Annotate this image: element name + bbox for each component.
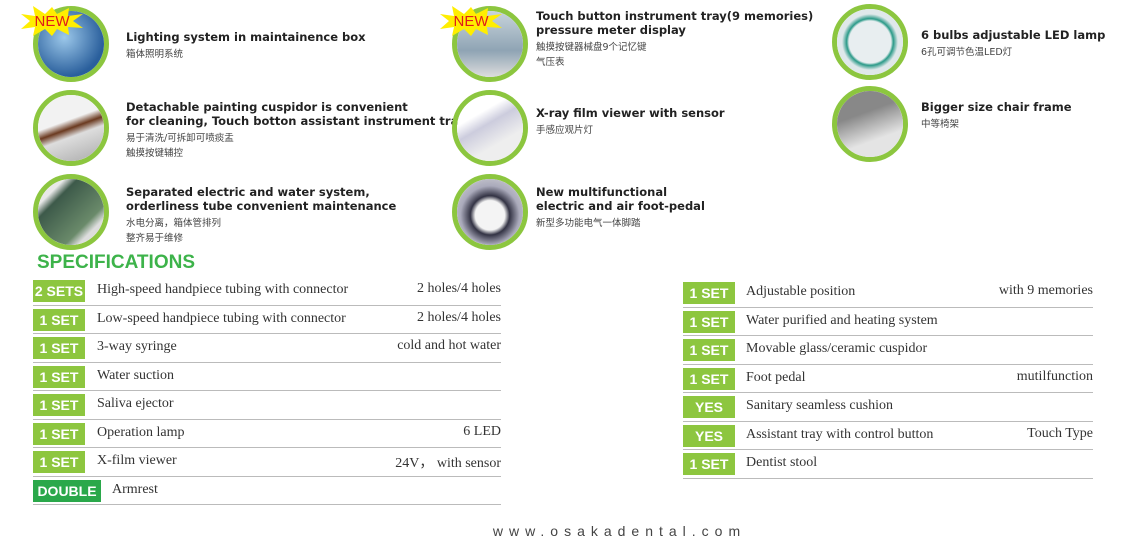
feature-text: Touch button instrument tray(9 memories)… [536,9,813,70]
spec-item: X-film viewer [97,453,177,468]
spec-value: 2 holes/4 holes [417,281,501,296]
spec-row: 1 SET Adjustable position with 9 memorie… [683,279,1093,308]
qty-badge: YES [683,424,735,447]
feature-title: Lighting system in maintainence box [126,30,366,44]
spec-item: Sanitary seamless cushion [746,398,893,413]
spec-row: 2 SETS High-speed handpiece tubing with … [33,277,501,306]
chair-frame-photo [832,86,908,162]
spec-row: 1 SET Water suction [33,363,501,391]
qty-badge: 1 SET [683,453,735,475]
feature-title: Bigger size chair frame [921,100,1072,114]
qty-badge: 1 SET [33,365,85,388]
qty-badge: YES [683,396,735,418]
feature-chinese: 触摸按键器械盘9个记忆键 气压表 [536,42,647,68]
spec-item: Armrest [112,481,158,497]
spec-item: Dentist stool [746,455,818,470]
feature-title: 6 bulbs adjustable LED lamp [921,28,1106,42]
specifications-title: SPECIFICATIONS [37,252,195,273]
feature-chinese: 手感应观片灯 [536,125,594,136]
spec-item: Operation lamp [97,424,185,440]
spec-item: Foot pedal [746,369,806,385]
feature-chinese: 箱体照明系统 [126,49,184,60]
spec-value: 2 holes/4 holes [417,309,501,325]
right-spec-table: 1 SET Adjustable position with 9 memorie… [683,279,1093,479]
qty-badge: 1 SET [683,310,735,333]
spec-row: 1 SET Low-speed handpiece tubing with co… [33,306,501,334]
feature-text: Detachable painting cuspidor is convenie… [126,100,466,161]
spec-value: cold and hot water [397,338,501,353]
qty-badge: DOUBLE [33,479,101,502]
feature-text: X-ray film viewer with sensor 手感应观片灯 [536,106,725,138]
feature-title: Separated electric and water system, ord… [126,185,397,213]
starburst-icon [440,6,502,36]
feature-title: Touch button instrument tray(9 memories)… [536,9,814,37]
feature-text: Lighting system in maintainence box 箱体照明系… [126,30,366,62]
spec-item: High-speed handpiece tubing with connect… [97,282,349,297]
spec-item: 3-way syringe [97,339,177,354]
spec-row: 1 SET Operation lamp 6 LED [33,420,501,448]
spec-row: DOUBLE Armrest [33,477,501,505]
qty-badge: 1 SET [33,337,85,359]
feature-text: Bigger size chair frame 中等椅架 [921,100,1072,132]
spec-item: Saliva ejector [97,396,174,411]
spec-row: YES Sanitary seamless cushion [683,393,1093,422]
spec-item: Water purified and heating system [746,312,938,328]
qty-badge: 1 SET [683,339,735,361]
spec-item: Adjustable position [746,284,856,299]
qty-badge: 1 SET [33,394,85,416]
spec-item: Assistant tray with control button [746,426,934,442]
spec-row: 1 SET Foot pedal mutilfunction [683,365,1093,393]
spec-value: Touch Type [1027,425,1093,441]
spec-item: Water suction [97,367,175,383]
spec-row: 1 SET Movable glass/ceramic cuspidor [683,336,1093,365]
feature-text: New multifunctional electric and air foo… [536,185,705,231]
new-badge: NEW [21,6,83,36]
qty-badge: 2 SETS [33,280,85,302]
feature-chinese: 新型多功能电气一体脚踏 [536,218,641,229]
water-system-photo [33,174,109,250]
feature-chinese: 易于清洗/可拆卸可喷痰盂 触摸按键辅控 [126,133,234,159]
spec-value: 6 LED [463,423,501,439]
feature-text: Separated electric and water system, ord… [126,185,396,246]
left-spec-table: 2 SETS High-speed handpiece tubing with … [33,277,501,505]
spec-value: mutilfunction [1016,368,1093,384]
spec-row: 1 SET 3-way syringe cold and hot water [33,334,501,363]
film-viewer-photo [452,90,528,166]
spec-row: YES Assistant tray with control button T… [683,422,1093,450]
spec-row: 1 SET Dentist stool [683,450,1093,479]
qty-badge: 1 SET [683,282,735,304]
foot-pedal-photo [452,174,528,250]
spec-value: 24V， with sensor [395,456,501,471]
feature-text: 6 bulbs adjustable LED lamp 6孔可调节色温LED灯 [921,28,1105,60]
spec-value: with 9 memories [998,283,1093,298]
website-footer: www.osakadental.com [492,523,747,539]
qty-badge: 1 SET [33,308,85,331]
feature-chinese: 6孔可调节色温LED灯 [921,47,1013,58]
feature-chinese: 水电分离，箱体管排列 整齐易于维修 [126,218,222,244]
cuspidor-photo [33,90,109,166]
feature-title: X-ray film viewer with sensor [536,106,725,120]
qty-badge: 1 SET [683,367,735,390]
instrument-tray-photo [452,6,528,82]
led-lamp-photo [832,4,908,80]
qty-badge: 1 SET [33,422,85,445]
qty-badge: 1 SET [33,451,85,473]
feature-title: New multifunctional electric and air foo… [536,185,705,213]
feature-chinese: 中等椅架 [921,119,960,130]
feature-title: Detachable painting cuspidor is convenie… [126,100,466,128]
spec-row: 1 SET Saliva ejector [33,391,501,420]
new-badge: NEW [440,6,502,36]
starburst-icon [21,6,83,36]
spec-item: Movable glass/ceramic cuspidor [746,341,928,356]
spec-row: 1 SET X-film viewer 24V， with sensor [33,448,501,477]
spec-item: Low-speed handpiece tubing with connecto… [97,310,346,326]
spec-row: 1 SET Water purified and heating system [683,308,1093,336]
